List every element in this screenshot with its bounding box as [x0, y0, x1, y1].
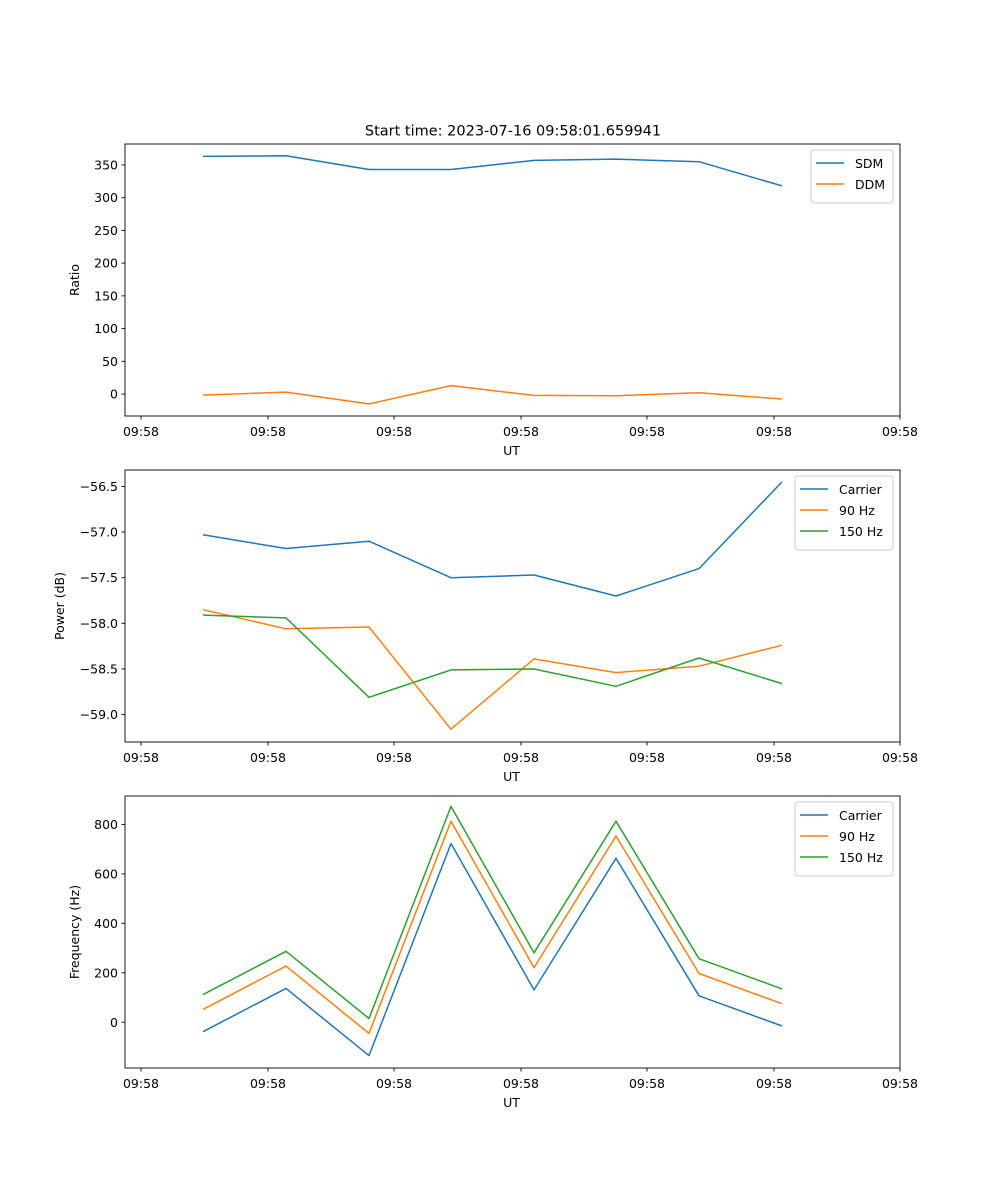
- y-tick-label: 300: [94, 190, 118, 205]
- y-tick-label: 50: [102, 354, 118, 369]
- x-tick-label: 09:58: [882, 424, 918, 439]
- panel-2: −59.0 −58.5 −58.0 −57.5 −57.0 −56.5 09:58 09:58…: [52, 469, 918, 784]
- y-tick-label: −58.0: [80, 616, 118, 631]
- y-tick-label: −56.5: [80, 479, 118, 494]
- x-tick-label: 09:58: [629, 424, 665, 439]
- x-axis-label: UT: [503, 1095, 520, 1110]
- x-tick-label: 09:58: [123, 1076, 159, 1091]
- y-tick-label: −57.0: [80, 525, 118, 540]
- y-tick-label: 150: [94, 288, 118, 303]
- x-tick-label: 09:58: [503, 750, 539, 765]
- series-line-carrier: [202, 842, 783, 1057]
- x-tick-label: 09:58: [250, 424, 286, 439]
- y-tick-label: 400: [94, 916, 118, 931]
- legend-label: 150 Hz: [839, 524, 883, 539]
- series-line-90-hz: [202, 608, 783, 730]
- axes-frame: [124, 143, 901, 417]
- legend-label: Carrier: [839, 808, 883, 823]
- x-axis-label: UT: [503, 443, 520, 458]
- x-tick-label: 09:58: [376, 424, 412, 439]
- y-tick-label: 200: [94, 965, 118, 980]
- x-tick-label: 09:58: [376, 750, 412, 765]
- legend-label: 150 Hz: [839, 850, 883, 865]
- y-tick-label: 600: [94, 866, 118, 881]
- axes-frame: [124, 469, 901, 743]
- x-tick-label: 09:58: [882, 1076, 918, 1091]
- x-tick-label: 09:58: [123, 750, 159, 765]
- x-tick-label: 09:58: [250, 750, 286, 765]
- axes-frame: [124, 795, 901, 1069]
- y-tick-label: 0: [110, 1015, 118, 1030]
- y-axis-label: Ratio: [67, 264, 82, 296]
- x-tick-label: 09:58: [629, 750, 665, 765]
- y-tick-label: 350: [94, 157, 118, 172]
- y-axis-label: Frequency (Hz): [67, 885, 82, 979]
- y-tick-label: 200: [94, 256, 118, 271]
- y-axis-label: Power (dB): [52, 572, 67, 640]
- legend: Carrier 90 Hz 150 Hz: [794, 475, 894, 551]
- x-tick-label: 09:58: [250, 1076, 286, 1091]
- series-line-ddm: [202, 384, 783, 405]
- x-tick-label: 09:58: [503, 424, 539, 439]
- legend: SDM DDM: [810, 149, 894, 204]
- legend-label: 90 Hz: [839, 829, 875, 844]
- series-line-150-hz: [202, 614, 783, 699]
- legend-label: Carrier: [839, 482, 883, 497]
- series-line-90-hz: [202, 820, 783, 1035]
- x-tick-label: 09:58: [882, 750, 918, 765]
- y-tick-label: 800: [94, 817, 118, 832]
- panel-1: 0 50 100 150 200 250 300 350 09:58 09:58 09:58 09:5…: [67, 143, 918, 458]
- chart-title: Start time: 2023-07-16 09:58:01.659941: [365, 124, 661, 140]
- x-tick-label: 09:58: [123, 424, 159, 439]
- x-tick-label: 09:58: [756, 750, 792, 765]
- y-tick-label: −57.5: [80, 570, 118, 585]
- x-tick-label: 09:58: [629, 1076, 665, 1091]
- series-line-sdm: [202, 155, 783, 187]
- y-tick-label: 100: [94, 321, 118, 336]
- x-tick-label: 09:58: [503, 1076, 539, 1091]
- series-line-carrier: [202, 481, 783, 597]
- x-tick-label: 09:58: [756, 1076, 792, 1091]
- y-tick-label: −58.5: [80, 661, 118, 676]
- x-tick-label: 09:58: [376, 1076, 412, 1091]
- legend-label: 90 Hz: [839, 503, 875, 518]
- y-tick-label: 0: [110, 387, 118, 402]
- series-line-150-hz: [202, 805, 783, 1020]
- y-tick-label: −59.0: [80, 707, 118, 722]
- x-tick-label: 09:58: [756, 424, 792, 439]
- legend-label: SDM: [855, 156, 883, 171]
- y-tick-label: 250: [94, 223, 118, 238]
- x-axis-label: UT: [503, 769, 520, 784]
- panel-3: 0 200 400 600 800 09:58 09:58 09:58 09:58 09:58 09…: [67, 795, 918, 1110]
- legend-label: DDM: [855, 177, 885, 192]
- legend: Carrier 90 Hz 150 Hz: [794, 801, 894, 877]
